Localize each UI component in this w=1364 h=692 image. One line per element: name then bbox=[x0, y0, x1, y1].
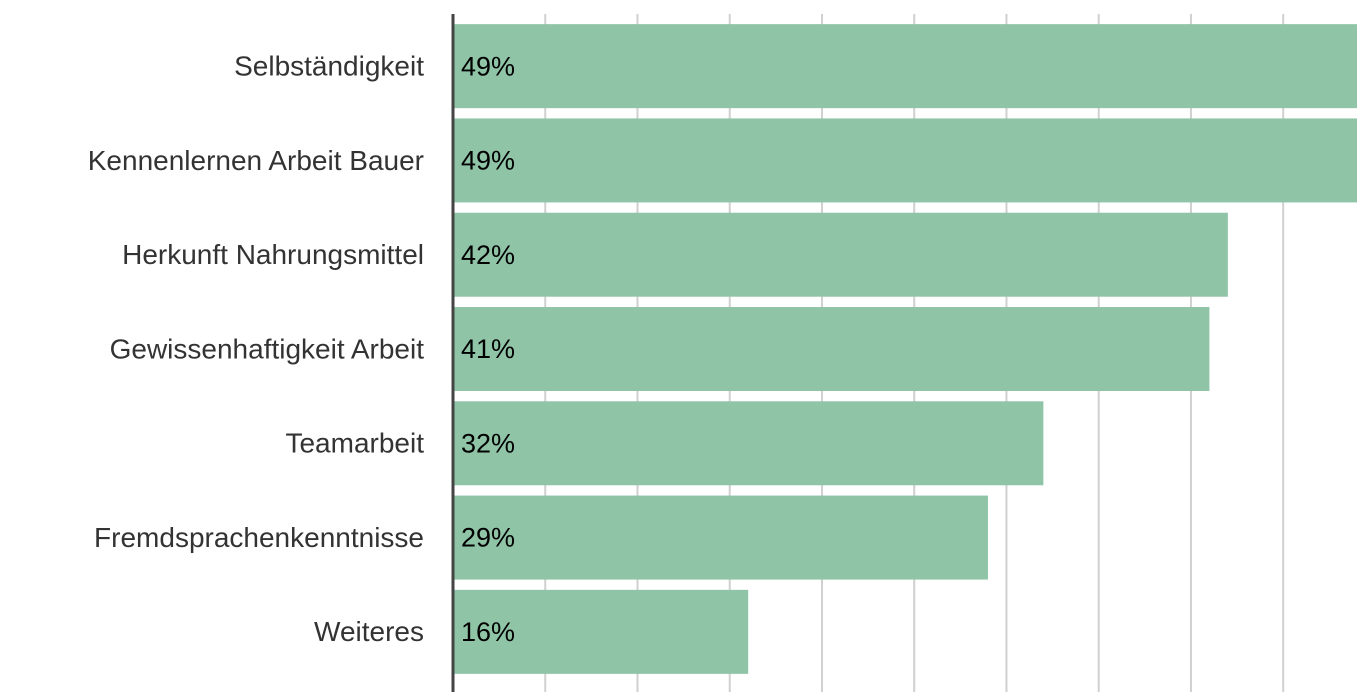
category-label: Kennenlernen Arbeit Bauer bbox=[88, 145, 424, 176]
bar bbox=[453, 24, 1357, 109]
bar bbox=[453, 495, 989, 580]
category-label: Weiteres bbox=[314, 616, 424, 647]
category-label: Selbständigkeit bbox=[234, 51, 424, 82]
bar bbox=[453, 212, 1228, 297]
value-label: 41% bbox=[461, 334, 515, 364]
value-label: 49% bbox=[461, 146, 515, 176]
bar bbox=[453, 401, 1044, 486]
value-label: 49% bbox=[461, 51, 515, 81]
category-label: Herkunft Nahrungsmittel bbox=[122, 239, 424, 270]
value-label: 42% bbox=[461, 240, 515, 270]
value-label: 29% bbox=[461, 523, 515, 553]
category-label: Fremdsprachenkenntnisse bbox=[94, 522, 424, 553]
value-label: 32% bbox=[461, 428, 515, 458]
category-label: Teamarbeit bbox=[285, 428, 424, 459]
value-label: 16% bbox=[461, 617, 515, 647]
bar bbox=[453, 307, 1210, 391]
bar bbox=[453, 118, 1357, 203]
category-label: Gewissenhaftigkeit Arbeit bbox=[110, 333, 425, 364]
bar bbox=[453, 589, 749, 674]
